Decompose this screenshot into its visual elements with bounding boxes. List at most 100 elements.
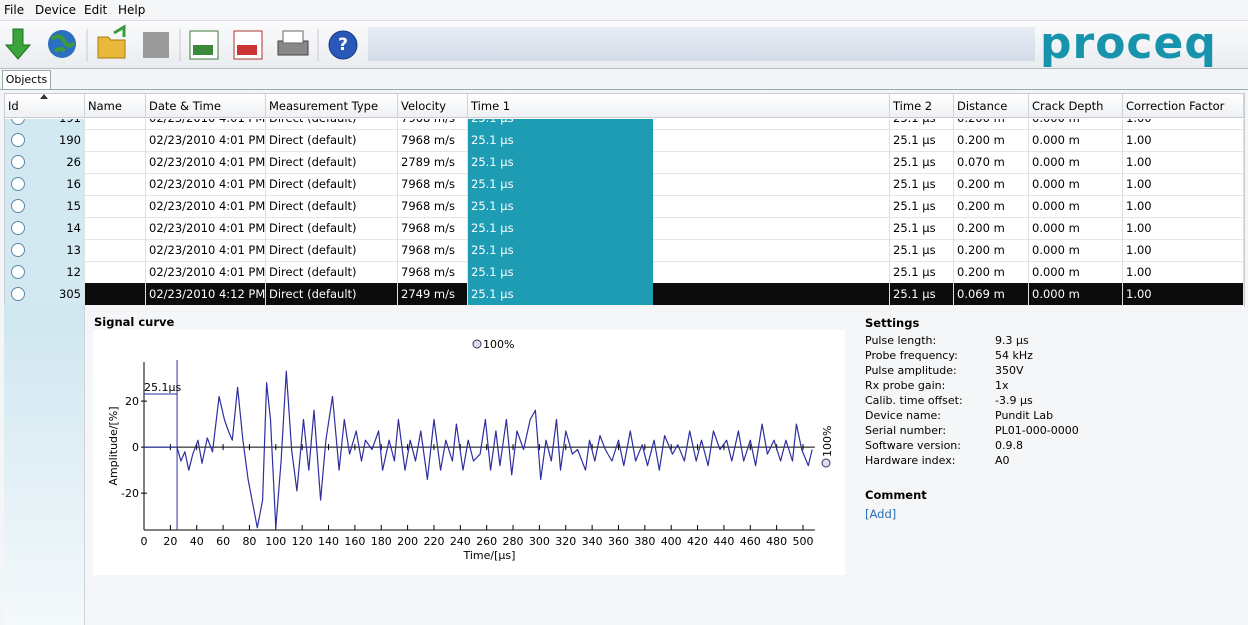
column-header[interactable]: Name [85,94,146,118]
cell-text: 0.200 m [957,243,1005,257]
table-cell: 0.070 m [954,151,1029,173]
column-header[interactable]: Velocity [398,94,468,118]
table-cell: 25.1 µs [890,217,954,239]
cell-text: 190 [59,133,81,147]
cell-text: 7968 m/s [401,265,455,279]
export-pl-button[interactable] [233,30,263,60]
column-header[interactable]: Correction Factor [1123,94,1244,118]
table-cell: 25.1 µs [890,129,954,151]
table-cell: 7968 m/s [398,173,468,195]
tab[interactable]: Objects [2,70,51,89]
id-cell: 190 [5,129,85,151]
download-button[interactable] [4,28,32,60]
cell-text: 02/23/2010 4:01 PM [149,155,266,169]
x-tick-label: 320 [555,535,576,548]
expand-icon[interactable] [11,119,25,125]
table-row[interactable]: 16 02/23/2010 4:01 PM Direct (default) 7968… [5,173,1244,196]
expand-icon[interactable] [11,243,25,257]
cell-text: 02/23/2010 4:01 PM [149,243,266,257]
time1-cell: 25.1 µs [468,217,890,239]
cell-text: 25.1 µs [471,177,514,191]
id-cell: 191 [5,119,85,129]
table-cell: 7968 m/s [398,217,468,239]
comment-title: Comment [865,488,927,502]
time1-cell: 25.1 µs [468,173,890,195]
cell-text: 0.000 m [1032,177,1080,191]
print-button[interactable] [277,30,309,56]
menu-item[interactable]: Edit [84,3,108,17]
x-tick-label: 120 [292,535,313,548]
time1-cell: 25.1 µs [468,239,890,261]
x-tick-label: 180 [371,535,392,548]
cell-text: 2749 m/s [401,287,455,301]
cell-text: 25.1 µs [893,177,936,191]
expand-icon[interactable] [11,177,25,191]
table-cell: 7968 m/s [398,195,468,217]
settings-list: Pulse length: 9.3 µs Probe frequency: 54 kH… [865,334,1225,474]
cell-text: 13 [66,243,81,257]
table-cell: 25.1 µs [890,173,954,195]
x-tick-label: 200 [397,535,418,548]
expand-icon[interactable] [11,221,25,235]
export-csv-button[interactable] [189,30,219,60]
cell-text: 1.00 [1126,265,1152,279]
column-header[interactable]: Time 2 [890,94,954,118]
column-header[interactable]: Time 1 [468,94,890,118]
cell-text: 7968 m/s [401,199,455,213]
table-cell [85,261,146,283]
globe-button[interactable] [48,30,76,58]
table-cell: 02/23/2010 4:12 PM [146,283,266,305]
table-cell: 0.000 m [1029,217,1123,239]
menu-item[interactable]: Device [35,3,77,17]
column-header[interactable]: Date & Time [146,94,266,118]
expand-icon[interactable] [11,265,25,279]
cell-text: 7968 m/s [401,133,455,147]
expand-icon[interactable] [11,155,25,169]
help-button[interactable]: ? [328,30,358,60]
table-row[interactable]: 12 02/23/2010 4:01 PM Direct (default) 7968… [5,261,1244,284]
cell-text: 1.00 [1126,287,1152,301]
cell-text: 191 [59,119,81,125]
add-comment-link[interactable]: [Add] [865,507,897,521]
setting-label: Device name: [865,409,942,422]
table-cell: 0.000 m [1029,129,1123,151]
table-row[interactable]: 14 02/23/2010 4:01 PM Direct (default) 7968… [5,217,1244,240]
setting-value: A0 [995,454,1010,467]
table-row[interactable]: 26 02/23/2010 4:01 PM Direct (default) 2789… [5,151,1244,174]
cell-text: 1.00 [1126,177,1152,191]
table-cell: 0.200 m [954,195,1029,217]
cell-text: 0.000 m [1032,155,1080,169]
expand-icon[interactable] [11,287,25,301]
menu-item[interactable]: Help [118,3,146,17]
cell-text: 25.1 µs [893,119,936,125]
x-tick-label: 20 [163,535,177,548]
cell-text: 0.200 m [957,265,1005,279]
table-row[interactable]: 13 02/23/2010 4:01 PM Direct (default) 7968… [5,239,1244,262]
table-cell: 0.200 m [954,119,1029,129]
table-cell: 02/23/2010 4:01 PM [146,173,266,195]
expand-icon[interactable] [11,133,25,147]
table-row[interactable]: 305 02/23/2010 4:12 PM Direct (default) 274… [5,283,1244,306]
stop-button[interactable] [143,32,169,58]
setting-value: 0.9.8 [995,439,1023,452]
cell-text: 1.00 [1126,119,1152,125]
column-header[interactable]: Measurement Type [266,94,398,118]
table-row[interactable]: 190 02/23/2010 4:01 PM Direct (default) 796… [5,129,1244,152]
cell-text: 7968 m/s [401,177,455,191]
menu-item[interactable]: File [4,3,25,17]
cell-text: 25.1 µs [893,265,936,279]
cell-text: Direct (default) [269,243,357,257]
cell-text: 25.1 µs [471,287,514,301]
column-header[interactable]: Crack Depth [1029,94,1123,118]
expand-icon[interactable] [11,199,25,213]
open-button[interactable] [97,24,126,59]
cell-text: 0.000 m [1032,287,1080,301]
column-header[interactable]: Distance [954,94,1029,118]
time1-cell: 25.1 µs [468,119,890,129]
toolbar: ? proceq [0,21,1248,69]
table-row[interactable]: 15 02/23/2010 4:01 PM Direct (default) 7968… [5,195,1244,218]
cell-text: 1.00 [1126,155,1152,169]
table-cell: 25.1 µs [890,151,954,173]
table-cell: 1.00 [1123,239,1244,261]
